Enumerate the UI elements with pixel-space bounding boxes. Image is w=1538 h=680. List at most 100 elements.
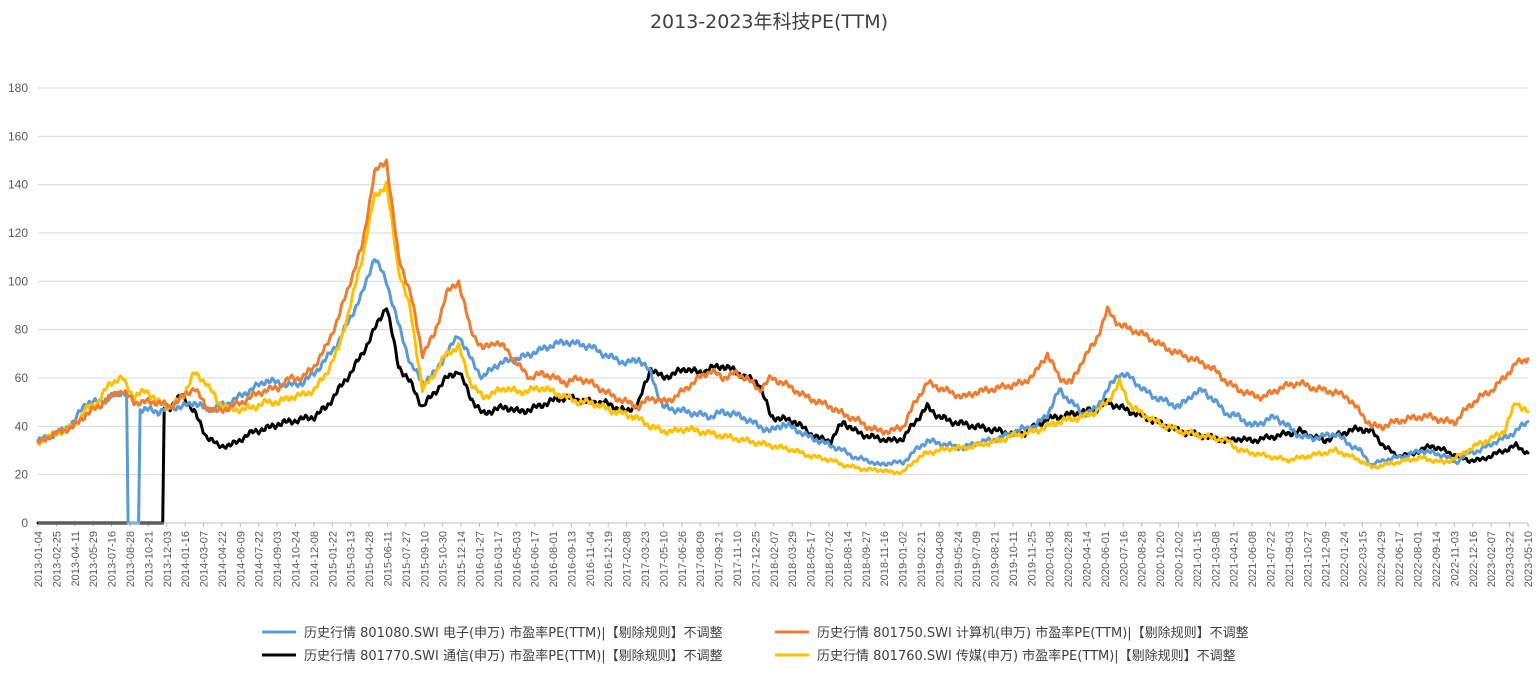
- x-tick-label: 2021-04-21: [1229, 531, 1241, 587]
- x-tick-label: 2017-09-21: [714, 531, 726, 587]
- x-tick-label: 2020-02-28: [1063, 531, 1075, 587]
- x-tick-label: 2015-01-22: [327, 531, 339, 587]
- x-tick-label: 2017-08-09: [695, 531, 707, 587]
- x-tick-label: 2021-06-08: [1247, 531, 1259, 587]
- x-tick-label: 2022-09-14: [1431, 531, 1443, 587]
- x-tick-label: 2020-06-01: [1100, 531, 1112, 587]
- x-tick-label: 2022-01-24: [1339, 531, 1351, 587]
- x-tick-label: 2020-04-14: [1082, 531, 1094, 587]
- x-tick-label: 2020-12-02: [1173, 531, 1185, 587]
- x-tick-label: 2020-01-08: [1045, 531, 1057, 587]
- x-tick-label: 2013-04-11: [70, 531, 82, 586]
- x-tick-label: 2023-05-10: [1523, 531, 1535, 587]
- x-tick-label: 2015-06-11: [383, 531, 395, 586]
- x-tick-label: 2016-01-27: [474, 531, 486, 587]
- y-tick-label: 20: [15, 468, 29, 482]
- x-tick-label: 2016-05-03: [511, 531, 523, 587]
- x-tick-label: 2013-12-03: [162, 531, 174, 587]
- x-tick-label: 2015-12-14: [456, 531, 468, 587]
- legend-label-2: 历史行情 801770.SWI 通信(申万) 市盈率PE(TTM)|【剔除规则】…: [304, 648, 723, 664]
- x-tick-label: 2018-08-14: [842, 531, 854, 587]
- x-tick-label: 2015-10-30: [438, 531, 450, 587]
- x-tick-label: 2020-08-28: [1137, 531, 1149, 587]
- x-tick-label: 2021-03-08: [1210, 531, 1222, 587]
- series-line-2: [36, 307, 1530, 525]
- y-tick-label: 80: [15, 323, 29, 337]
- x-tick-label: 2017-12-25: [750, 531, 762, 587]
- x-tick-label: 2013-07-16: [107, 531, 119, 587]
- x-tick-label: 2014-09-03: [272, 531, 284, 587]
- x-tick-label: 2019-05-24: [953, 531, 965, 587]
- x-tick-label: 2016-08-01: [548, 531, 560, 587]
- y-tick-label: 180: [8, 81, 28, 95]
- x-tick-label: 2016-09-13: [566, 531, 578, 587]
- x-tick-label: 2015-03-13: [346, 531, 358, 587]
- x-tick-label: 2022-03-15: [1357, 531, 1369, 587]
- x-tick-label: 2013-05-29: [88, 531, 100, 587]
- x-tick-label: 2019-11-25: [1026, 531, 1038, 586]
- x-tick-label: 2014-10-24: [291, 531, 303, 587]
- x-tick-label: 2016-03-17: [493, 531, 505, 587]
- x-tick-label: 2014-04-22: [217, 531, 229, 587]
- x-tick-label: 2013-08-28: [125, 531, 137, 587]
- x-tick-label: 2016-12-19: [603, 531, 615, 587]
- x-tick-label: 2021-09-03: [1284, 531, 1296, 587]
- x-tick-label: 2021-10-27: [1302, 531, 1314, 587]
- y-tick-label: 120: [8, 226, 28, 240]
- x-tick-label: 2013-01-04: [33, 531, 45, 587]
- y-tick-label: 140: [8, 178, 28, 192]
- x-tick-label: 2015-04-28: [364, 531, 376, 587]
- x-tick-label: 2019-08-21: [990, 531, 1002, 587]
- x-tick-label: 2015-07-27: [401, 531, 413, 587]
- y-tick-label: 100: [8, 274, 28, 288]
- x-tick-label: 2015-09-10: [419, 531, 431, 587]
- x-tick-label: 2023-02-07: [1486, 531, 1498, 587]
- x-tick-label: 2014-07-22: [254, 531, 266, 587]
- x-tick-label: 2019-02-21: [916, 531, 928, 587]
- x-tick-label: 2014-03-07: [199, 531, 211, 587]
- legend-label-1: 历史行情 801750.SWI 计算机(申万) 市盈率PE(TTM)|【剔除规则…: [817, 625, 1249, 641]
- chart-title: 2013-2023年科技PE(TTM): [650, 11, 888, 33]
- y-axis-ticks: 0 20 40 60 80 100 120 140 160 180: [8, 81, 28, 530]
- x-tick-label: 2021-12-09: [1321, 531, 1333, 587]
- x-tick-label: 2014-12-08: [309, 531, 321, 587]
- x-tick-label: 2019-07-09: [971, 531, 983, 587]
- x-tick-label: 2013-10-21: [143, 531, 155, 587]
- x-tick-label: 2018-02-07: [769, 531, 781, 587]
- x-tick-label: 2022-04-29: [1376, 531, 1388, 587]
- legend-label-3: 历史行情 801760.SWI 传媒(申万) 市盈率PE(TTM)|【剔除规则】…: [817, 648, 1236, 664]
- series-line-0: [36, 258, 1530, 525]
- series-line-1: [36, 158, 1530, 445]
- x-tick-label: 2018-07-02: [824, 531, 836, 587]
- x-tick-label: 2022-12-16: [1468, 531, 1480, 587]
- x-tick-label: 2018-11-16: [879, 531, 891, 586]
- x-axis-ticks: 2013-01-04 2013-02-25 2013-04-11 2013-05-29…: [33, 523, 1535, 587]
- legend: 历史行情 801080.SWI 电子(申万) 市盈率PE(TTM)|【剔除规则】…: [262, 625, 1249, 664]
- x-tick-label: 2023-03-22: [1505, 531, 1517, 587]
- y-tick-label: 160: [8, 129, 28, 143]
- x-tick-label: 2021-01-15: [1192, 531, 1204, 587]
- y-tick-label: 60: [15, 371, 29, 385]
- x-tick-label: 2022-11-03: [1449, 531, 1461, 586]
- x-tick-label: 2018-05-17: [806, 531, 818, 587]
- x-tick-label: 2014-06-09: [235, 531, 247, 587]
- y-tick-label: 0: [21, 516, 28, 530]
- x-tick-label: 2017-11-10: [732, 531, 744, 586]
- y-tick-label: 40: [15, 419, 29, 433]
- x-tick-label: 2013-02-25: [51, 531, 63, 587]
- x-tick-label: 2018-03-29: [787, 531, 799, 587]
- x-tick-label: 2016-11-04: [585, 531, 597, 586]
- series-line-3: [36, 180, 1530, 476]
- x-tick-label: 2017-06-26: [677, 531, 689, 587]
- x-tick-label: 2020-10-20: [1155, 531, 1167, 587]
- x-tick-label: 2017-02-08: [622, 531, 634, 587]
- x-tick-label: 2014-01-16: [180, 531, 192, 587]
- x-tick-label: 2017-03-23: [640, 531, 652, 587]
- legend-label-0: 历史行情 801080.SWI 电子(申万) 市盈率PE(TTM)|【剔除规则】…: [304, 625, 723, 641]
- x-tick-label: 2019-10-11: [1008, 531, 1020, 586]
- x-tick-label: 2022-08-01: [1413, 531, 1425, 587]
- x-tick-label: 2022-06-17: [1394, 531, 1406, 587]
- x-tick-label: 2016-06-17: [530, 531, 542, 587]
